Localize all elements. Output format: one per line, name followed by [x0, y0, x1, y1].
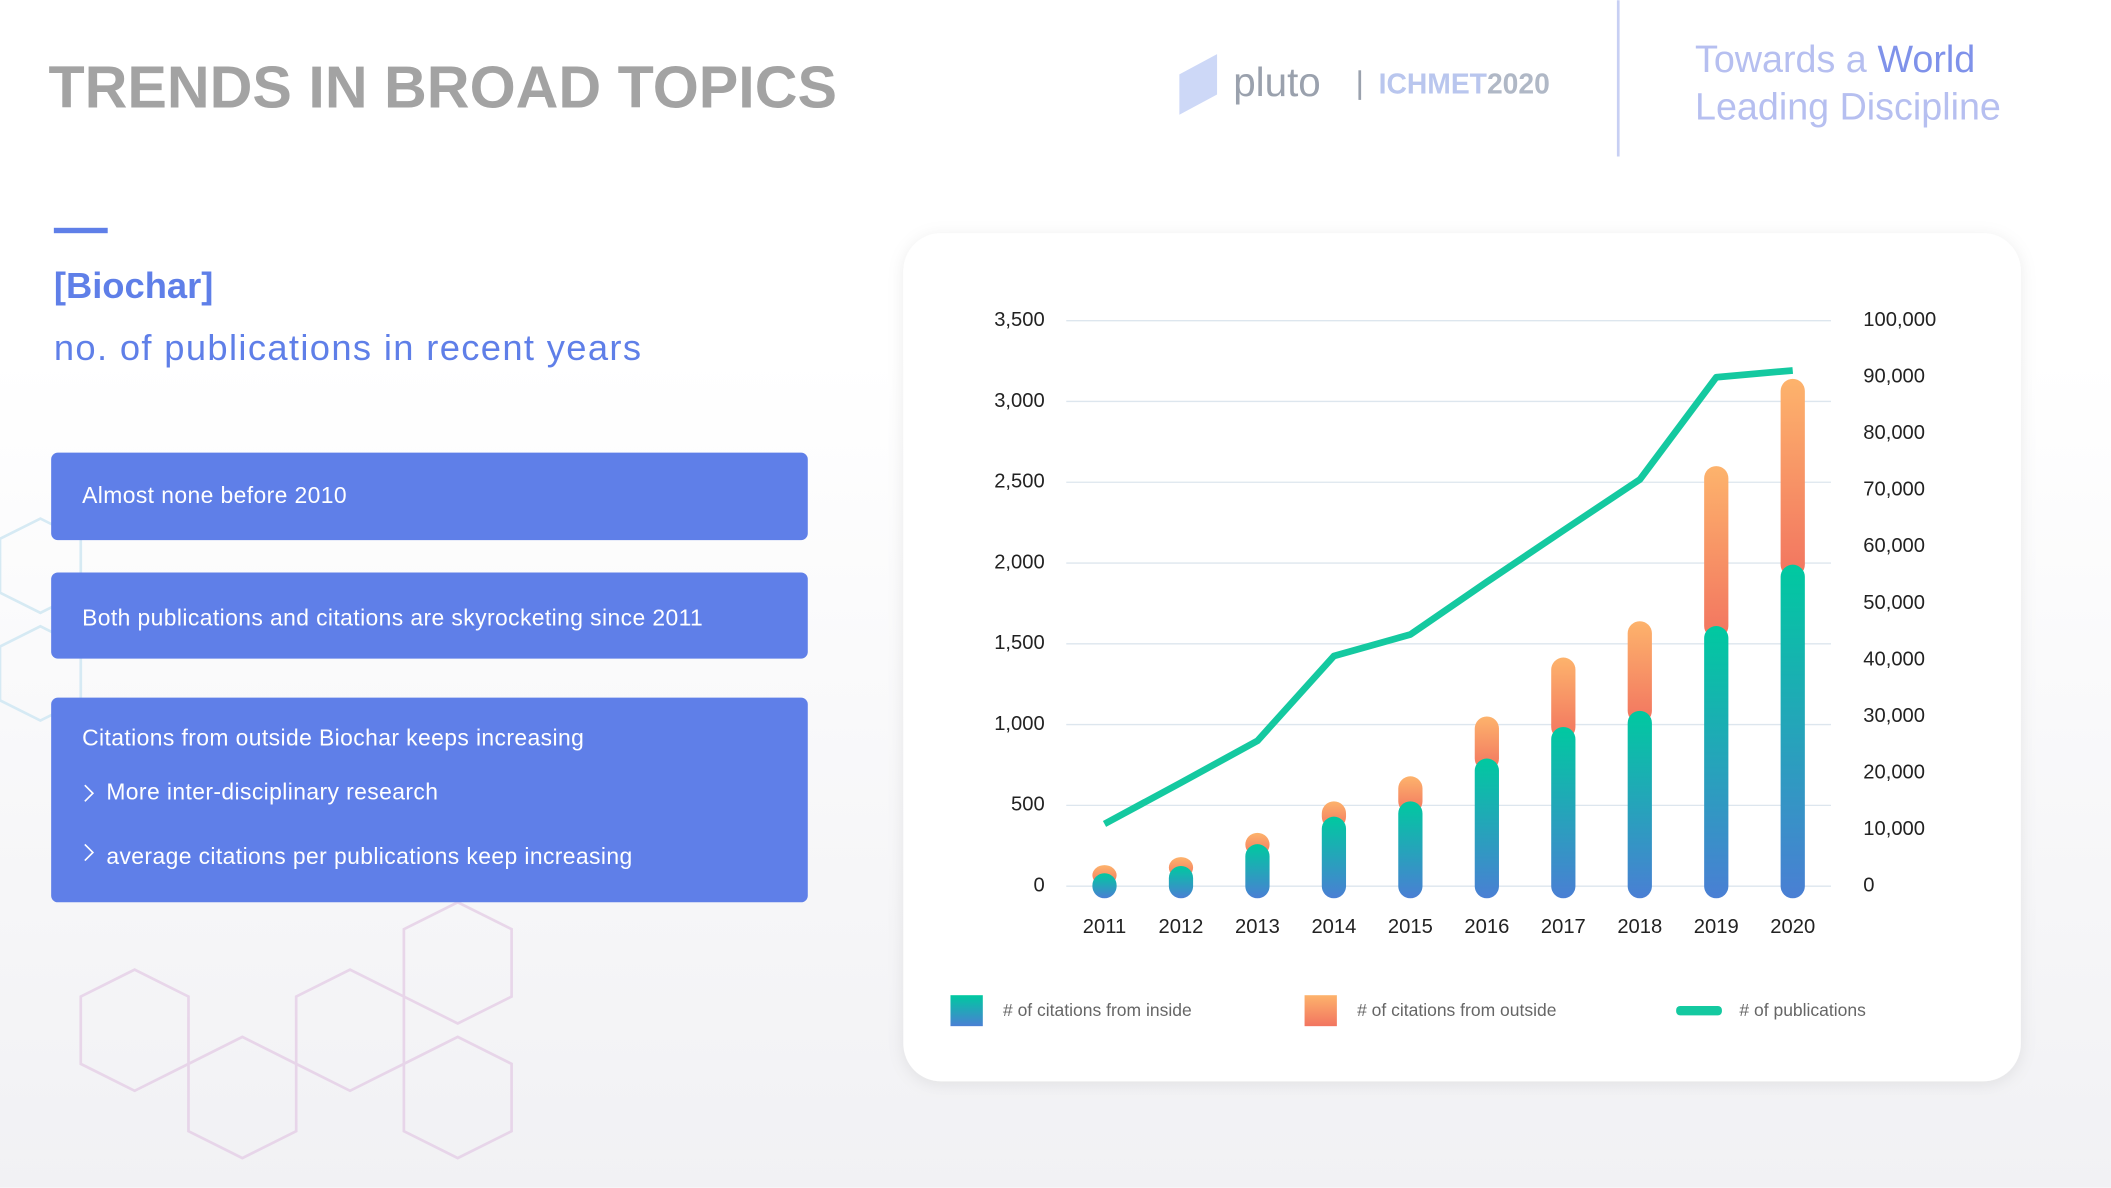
legend-label: # of publications [1739, 1000, 1866, 1020]
info-box [51, 572, 808, 659]
tagline: Towards a World [1695, 38, 1975, 80]
y2-tick-label: 60,000 [1863, 535, 1925, 557]
info-item: More inter-disciplinary research [106, 778, 438, 804]
y2-tick-label: 80,000 [1863, 422, 1925, 444]
info-box [51, 452, 808, 541]
legend-label: # of citations from inside [1003, 1000, 1192, 1020]
bar-segment [1551, 657, 1576, 740]
y2-tick-label: 50,000 [1863, 592, 1925, 614]
bar-segment [1551, 727, 1576, 899]
x-tick-label: 2019 [1694, 916, 1739, 938]
y2-tick-label: 30,000 [1863, 705, 1925, 727]
x-tick-label: 2017 [1541, 916, 1586, 938]
info-text: Almost none before 2010 [82, 482, 347, 508]
bar-segment [1474, 716, 1499, 771]
section-title: [Biochar] [54, 265, 214, 306]
chevron [84, 784, 95, 802]
x-tick-label: 2015 [1388, 916, 1433, 938]
bar-segment [1168, 865, 1194, 899]
tagline: Leading Discipline [1695, 85, 2001, 127]
info-text: Both publications and citations are skyr… [82, 605, 703, 631]
tagline-highlight: World [1878, 38, 1976, 80]
bar-segment [1780, 564, 1805, 899]
y-tick-label: 2,000 [994, 551, 1045, 573]
y2-tick-label: 0 [1863, 874, 1874, 896]
event-name: ICHMET2020 [1379, 68, 1550, 100]
bar-segment [1245, 844, 1270, 899]
y2-tick-label: 40,000 [1863, 648, 1925, 670]
bar-segment [1321, 816, 1347, 899]
line-series [1102, 367, 1794, 827]
logo-text: pluto [1233, 59, 1321, 105]
x-tick-label: 2018 [1617, 916, 1662, 938]
y2-tick-label: 20,000 [1863, 761, 1925, 783]
y-tick-label: 2,500 [994, 471, 1045, 493]
y-tick-label: 3,500 [994, 309, 1045, 331]
y-tick-label: 0 [1033, 874, 1044, 896]
slide-title: TRENDS IN BROAD TOPICS [48, 53, 837, 120]
x-tick-label: 2020 [1770, 916, 1815, 938]
bar-segment [1398, 801, 1423, 899]
info-text: Citations from outside Biochar keeps inc… [82, 724, 584, 750]
y-tick-label: 1,000 [994, 713, 1045, 735]
chart: 0 500 1,000 1,500 2,000 2,500 3,000 3,500 0 10,00… [950, 309, 1936, 1027]
event-year: 2020 [1487, 68, 1550, 100]
bar-segment [1627, 710, 1652, 899]
section-subtitle: no. of publications in recent years [54, 327, 643, 368]
event-name-text: ICHMET [1379, 68, 1487, 100]
chevron [84, 843, 95, 862]
chart-card [903, 233, 2021, 1082]
bar-segment [1627, 621, 1652, 723]
info-item: average citations per publications keep … [106, 843, 632, 869]
x-tick-label: 2012 [1159, 916, 1204, 938]
y2-tick-label: 70,000 [1863, 479, 1925, 501]
y2-tick-label: 90,000 [1863, 366, 1925, 388]
y-tick-label: 1,500 [994, 632, 1045, 654]
legend-swatch [1304, 995, 1337, 1027]
x-tick-label: 2016 [1464, 916, 1509, 938]
tagline-start: Towards a [1695, 38, 1867, 80]
y2-tick-label: 100,000 [1863, 309, 1936, 331]
info-box [51, 697, 808, 903]
bar-segment [1092, 873, 1117, 899]
legend-swatch [950, 995, 983, 1027]
bar-segment [1704, 626, 1729, 899]
bar-segment [1780, 378, 1805, 577]
x-tick-label: 2011 [1083, 916, 1126, 938]
y-tick-label: 3,000 [994, 390, 1045, 412]
y2-tick-label: 10,000 [1863, 818, 1925, 840]
bar-segment [1474, 758, 1499, 899]
x-tick-label: 2013 [1235, 916, 1280, 938]
accent-bar [53, 227, 108, 234]
legend-swatch [1676, 1005, 1722, 1016]
x-tick-label: 2014 [1311, 916, 1356, 938]
bar-segment [1704, 466, 1729, 639]
y-tick-label: 500 [1011, 794, 1045, 816]
legend-label: # of citations from outside [1357, 1000, 1556, 1020]
